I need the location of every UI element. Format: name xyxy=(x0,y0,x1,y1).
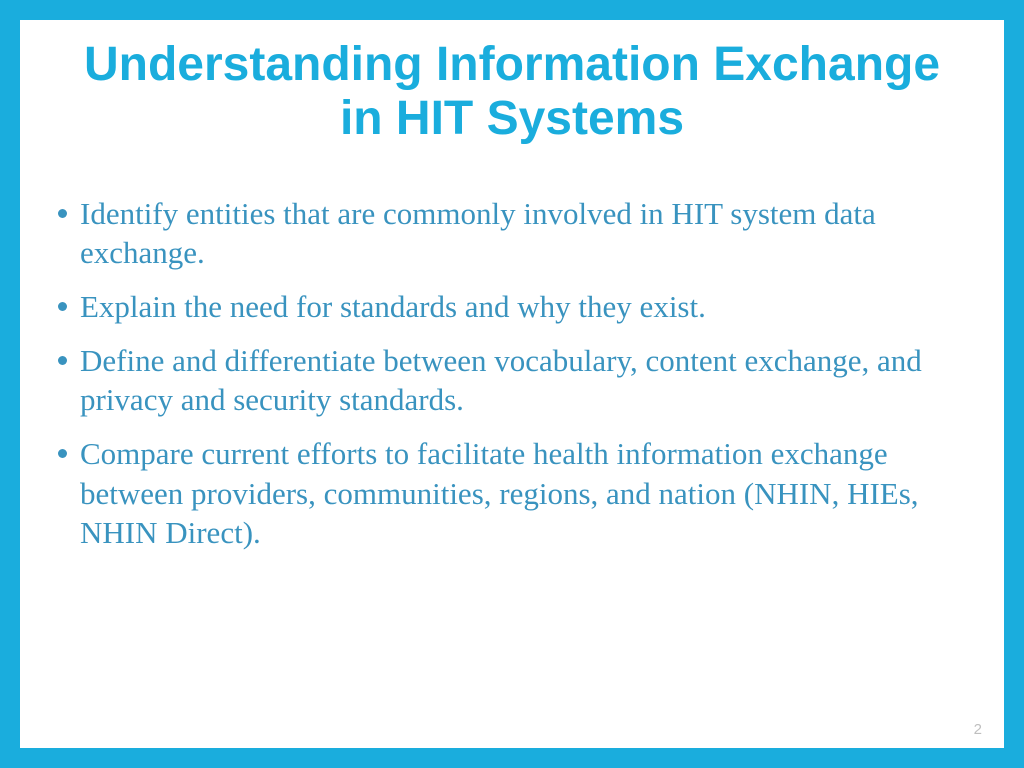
list-item: Identify entities that are commonly invo… xyxy=(58,194,968,273)
slide-title: Understanding Information Exchange in HI… xyxy=(56,38,968,146)
page-number: 2 xyxy=(974,721,982,738)
list-item: Explain the need for standards and why t… xyxy=(58,287,968,327)
slide-frame: Understanding Information Exchange in HI… xyxy=(0,0,1024,768)
bullet-list: Identify entities that are commonly invo… xyxy=(56,194,968,553)
list-item: Compare current efforts to facilitate he… xyxy=(58,434,968,553)
list-item: Define and differentiate between vocabul… xyxy=(58,341,968,420)
